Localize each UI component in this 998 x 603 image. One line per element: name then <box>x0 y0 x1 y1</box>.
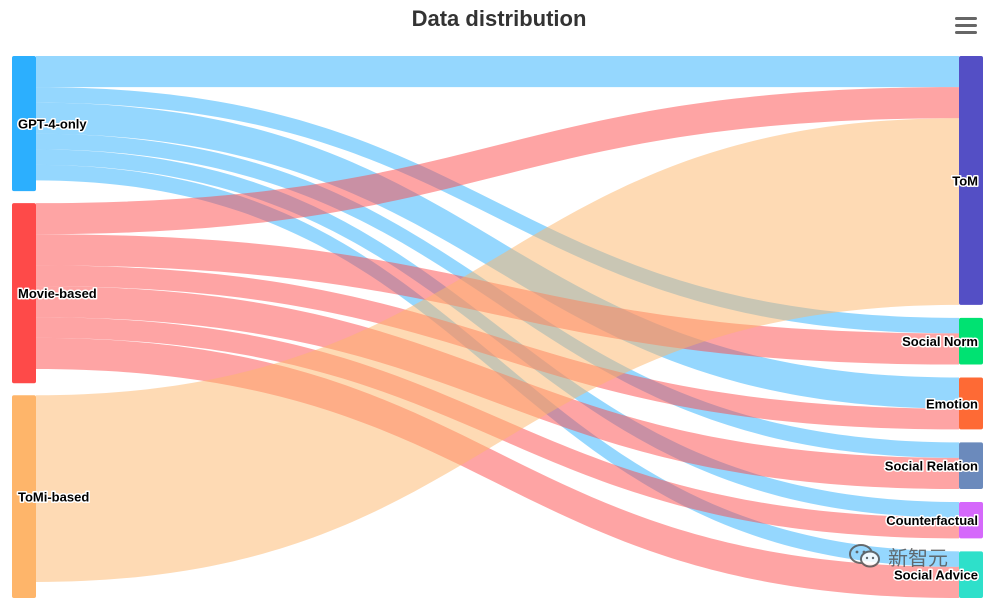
node-label-tomi-based: ToMi-based <box>18 490 89 505</box>
node-label-social-relation: Social Relation <box>885 459 978 474</box>
node-social-norm[interactable] <box>959 317 983 365</box>
node-tomi-based[interactable] <box>12 395 36 598</box>
node-counterfactual[interactable] <box>959 502 983 539</box>
node-label-tom: ToM <box>952 173 978 188</box>
chart-title: Data distribution <box>411 6 587 31</box>
node-tom[interactable] <box>959 56 983 305</box>
node-label-gpt-4-only: GPT-4-only <box>18 117 87 132</box>
hamburger-menu-icon[interactable] <box>955 17 977 37</box>
node-label-counterfactual: Counterfactual <box>886 513 978 528</box>
link-gpt-4-only-to-social-norm[interactable] <box>36 87 959 334</box>
watermark: 新智元 <box>848 542 948 570</box>
link-movie-based-to-tom[interactable] <box>36 87 959 235</box>
link-gpt-4-only-to-tom[interactable] <box>36 56 959 88</box>
wechat-icon <box>849 544 880 568</box>
node-social-relation[interactable] <box>959 442 983 490</box>
link-tomi-based-to-tom[interactable] <box>36 118 959 582</box>
nodes-layer <box>12 56 983 598</box>
node-movie-based[interactable] <box>12 203 36 384</box>
node-label-social-advice: Social Advice <box>894 568 978 583</box>
node-emotion[interactable] <box>959 377 983 430</box>
watermark-text: 新智元 <box>888 547 948 570</box>
link-gpt-4-only-to-emotion[interactable] <box>36 102 959 409</box>
node-social-advice[interactable] <box>959 551 983 598</box>
labels-layer: GPT-4-only Movie-based ToMi-based ToM Social… <box>17 115 980 584</box>
link-movie-based-to-social-advice[interactable] <box>36 337 959 598</box>
node-label-social-norm: Social Norm <box>902 334 978 349</box>
node-label-movie-based: Movie-based <box>18 286 97 301</box>
node-gpt-4-only[interactable] <box>12 56 36 192</box>
node-label-emotion: Emotion <box>926 396 978 411</box>
links-layer <box>36 56 959 598</box>
